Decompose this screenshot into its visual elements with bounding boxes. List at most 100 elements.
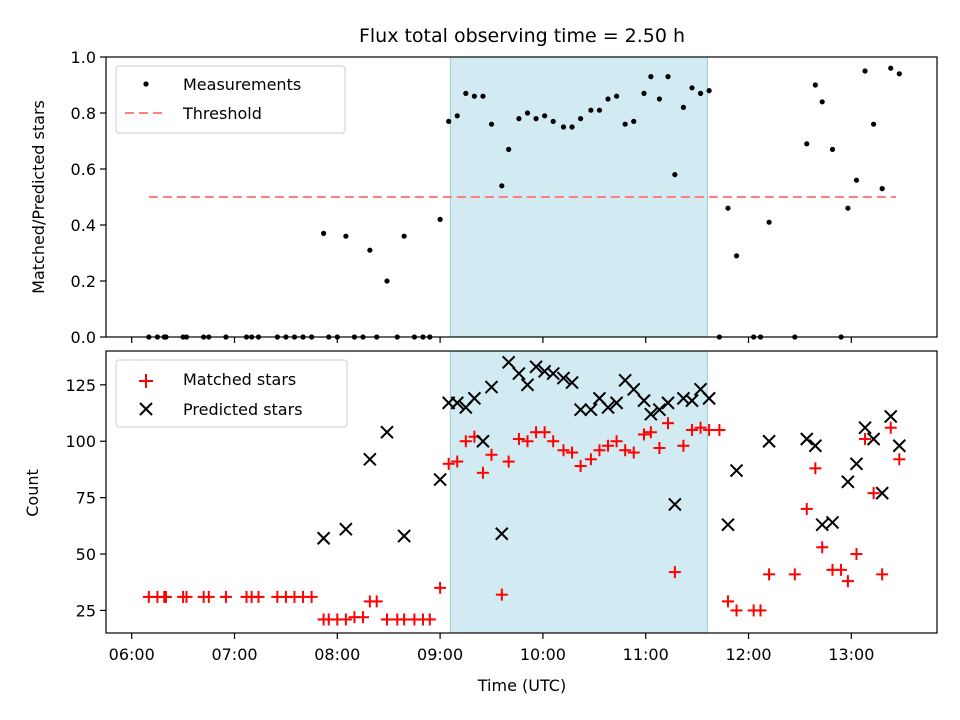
measurement-point: [384, 278, 390, 284]
matched-star-point: [677, 439, 690, 452]
measurement-point: [343, 233, 349, 239]
matched-star-point: [485, 448, 498, 461]
predicted-star-point: [397, 529, 411, 543]
y-tick-label-top: 0.8: [71, 104, 96, 123]
legend-matched-label: Matched stars: [183, 370, 296, 389]
matched-star-point: [876, 568, 889, 581]
matched-star-point: [442, 457, 455, 470]
predicted-star-point: [875, 486, 889, 500]
y-tick-label-top: 0.0: [71, 328, 96, 347]
measurement-point: [766, 219, 772, 225]
predicted-star-point: [495, 527, 509, 541]
matched-star-point: [584, 453, 597, 466]
measurement-point: [550, 118, 556, 124]
predicted-star-point: [520, 378, 535, 392]
predicted-star-point: [556, 371, 571, 385]
y-tick-label-bottom: 75: [76, 489, 96, 508]
measurement-point: [845, 205, 851, 211]
predicted-star-point: [573, 402, 588, 417]
measurement-point: [697, 90, 704, 96]
measurement-point: [499, 183, 505, 189]
matched-star-point: [547, 435, 560, 448]
measurement-point: [367, 247, 373, 253]
y-tick-label-bottom: 25: [76, 601, 96, 620]
legend-threshold-label: Threshold: [182, 104, 262, 123]
predicted-star-point: [316, 531, 331, 545]
measurement-point: [471, 93, 477, 99]
measurement-point: [672, 172, 678, 178]
matched-star-point: [703, 423, 716, 436]
predicted-star-point: [652, 402, 667, 417]
predicted-star-point: [637, 393, 651, 408]
matched-star-point: [502, 455, 515, 468]
predicted-star-point: [627, 382, 641, 397]
ratio-panel: 0.0 0.2 0.4 0.6 0.8 1.0 Matched/Predicted sta…: [29, 48, 938, 347]
chart-title: Flux total observing time = 2.50 h: [359, 25, 685, 47]
predicted-star-point: [858, 420, 872, 435]
predicted-star-point: [467, 391, 482, 406]
x-tick-label: 13:00: [828, 645, 874, 664]
matched-star-point: [694, 421, 707, 434]
measurement-point: [596, 107, 603, 113]
matched-star-point: [495, 588, 508, 601]
y-tick-label-top: 0.2: [71, 272, 96, 291]
matched-star-point: [816, 541, 829, 554]
x-tick-label: 07:00: [211, 645, 257, 664]
x-tick-label: 12:00: [725, 645, 771, 664]
matched-star-point: [867, 487, 880, 500]
predicted-star-point: [363, 452, 377, 466]
measurement-point: [879, 186, 885, 192]
matched-star-point: [459, 435, 472, 448]
x-tick-label: 10:00: [520, 645, 566, 664]
matched-star-point: [593, 444, 606, 457]
legend-bottom: Matched stars Predicted stars: [115, 359, 348, 428]
predicted-star-point: [501, 355, 516, 369]
measurement-point: [605, 96, 611, 102]
axes-frame-top: [105, 56, 938, 338]
measurement-point: [578, 116, 584, 122]
predicted-star-point: [661, 396, 675, 410]
measurement-point: [569, 124, 575, 130]
matched-star-point: [357, 611, 370, 624]
matched-star-point: [685, 423, 698, 436]
predicted-star-point: [476, 434, 490, 448]
measurement-point: [506, 146, 512, 152]
matched-star-point: [538, 426, 551, 439]
measurement-point: [480, 93, 486, 99]
matched-star-point: [859, 432, 872, 445]
matched-star-point: [451, 455, 464, 468]
matched-star-point: [653, 442, 666, 455]
predicted-star-point: [685, 393, 699, 408]
measurement-point: [454, 113, 460, 119]
predicted-star-point: [601, 400, 615, 415]
matched-star-point: [638, 428, 651, 441]
predicted-star-point: [484, 380, 499, 394]
x-tick-label: 08:00: [314, 645, 360, 664]
y-tick-label-bottom: 50: [76, 545, 96, 564]
matched-star-point: [202, 590, 215, 603]
matched-star-point: [557, 444, 570, 457]
matched-star-points: [142, 417, 906, 626]
matched-star-point: [602, 439, 615, 452]
measurement-point: [524, 110, 531, 116]
matched-star-point: [788, 568, 801, 581]
matched-star-point: [159, 590, 172, 603]
measurement-point: [321, 230, 327, 236]
measurement-point: [648, 74, 654, 80]
matched-star-point: [423, 613, 436, 626]
predicted-star-point: [800, 432, 814, 446]
matched-star-point: [835, 563, 848, 576]
matched-star-point: [252, 590, 265, 603]
matched-star-point: [850, 548, 863, 561]
x-ticks-bottom: 06:00 07:00 08:00 09:00 10:00 11:00 12:00 13:00: [109, 633, 874, 664]
matched-star-point: [713, 423, 726, 436]
legend-measurements-label: Measurements: [183, 75, 301, 94]
y-axis-label-bottom: Count: [23, 469, 42, 517]
matched-star-point: [668, 566, 681, 579]
measurement-point: [819, 99, 825, 105]
measurement-point: [542, 113, 548, 119]
measurement-point: [871, 121, 877, 127]
predicted-star-point: [729, 463, 744, 478]
x-ticks-top: [131, 337, 852, 343]
